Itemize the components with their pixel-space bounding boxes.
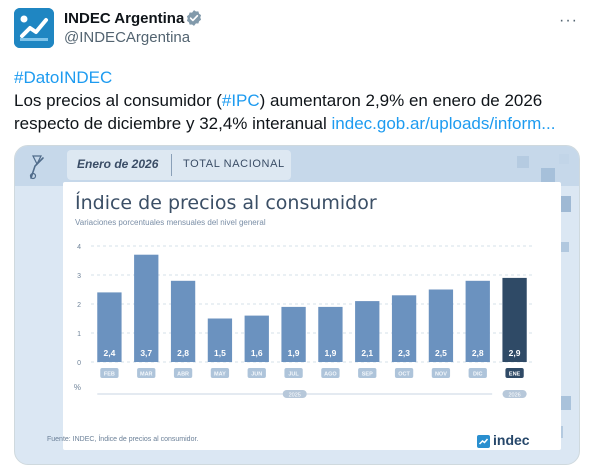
category-pill	[394, 368, 414, 378]
category-pill	[468, 368, 487, 378]
category-pill	[100, 368, 119, 378]
bar-value-label: 2,5	[435, 348, 447, 358]
bar-value-label: 2,8	[177, 348, 189, 358]
brand-name: indec	[493, 432, 530, 448]
category-label: SEP	[362, 372, 373, 378]
hashtag-datoindec[interactable]: #DatoINDEC	[14, 68, 113, 87]
month-label: Enero de 2026	[77, 157, 159, 171]
avatar[interactable]	[14, 8, 54, 48]
bar-chart: 0 1 2 3 4 2,4 FEB 3,7 MAR 2,8 ABR 1,5 MAY 1,6 JUN 1,9 JU…	[74, 244, 533, 399]
bar-value-label: 2,4	[104, 348, 116, 358]
bar-value-label: 2,9	[509, 348, 521, 358]
category-pill	[210, 368, 230, 378]
bar	[502, 277, 527, 362]
pencil-icon	[29, 155, 44, 180]
tweet-text-part: ) aumentaron 2,9% en enero de 2026	[259, 91, 543, 110]
category-pill	[505, 368, 524, 378]
y-tick-label: 1	[77, 331, 81, 338]
year-pill	[282, 390, 307, 398]
more-options-icon[interactable]: ···	[559, 12, 578, 29]
header-pill	[67, 150, 291, 180]
y-tick-label: 4	[77, 244, 81, 251]
chart-subtitle: Variaciones porcentuales mensuales del n…	[75, 218, 266, 227]
bar	[170, 280, 196, 362]
year-label: 2026	[508, 393, 520, 399]
hashtag-ipc[interactable]: #IPC	[221, 91, 260, 110]
category-label: AGO	[324, 372, 337, 378]
category-label: JUL	[288, 372, 299, 378]
category-pill	[247, 368, 266, 378]
chart-card: Índice de precios al consumidor Variacio…	[63, 182, 561, 450]
verified-badge-icon	[186, 10, 202, 26]
bar	[97, 292, 122, 362]
indec-brand: indec	[477, 432, 557, 452]
category-label: OCT	[398, 372, 410, 378]
bar-value-label: 2,3	[398, 348, 410, 358]
bar	[134, 254, 159, 362]
bar-value-label: 1,9	[325, 348, 337, 358]
y-tick-label: 3	[77, 273, 81, 280]
category-label: ENE	[509, 372, 521, 378]
indec-logo-icon	[14, 8, 54, 48]
category-label: MAY	[214, 372, 226, 378]
y-tick-label: 0	[77, 360, 81, 367]
year-pill	[502, 390, 527, 398]
category-label: ABR	[177, 372, 189, 378]
author-name[interactable]: INDEC Argentina	[64, 10, 185, 27]
indec-brand-icon	[477, 435, 490, 448]
chart-title: Índice de precios al consumidor	[75, 192, 377, 214]
bar-value-label: 3,7	[140, 348, 152, 358]
tweet-text-part: Los precios al consumidor (	[14, 91, 222, 110]
tweet-link[interactable]: indec.gob.ar/uploads/inform...	[331, 114, 556, 133]
tweet-text-part: respecto de diciembre y 32,4% interanual	[14, 114, 332, 133]
category-pill	[284, 368, 303, 378]
category-pill	[358, 368, 377, 378]
bar	[465, 280, 490, 362]
bar-value-label: 1,6	[251, 348, 263, 358]
category-pill	[137, 368, 156, 378]
bar	[318, 306, 343, 362]
author-handle[interactable]: @INDECArgentina	[64, 29, 191, 46]
tweet-media-image[interactable]: Enero de 2026 TOTAL NACIONAL Índice de p…	[14, 145, 580, 465]
category-label: DIC	[473, 372, 483, 378]
bar	[428, 289, 454, 362]
pill-divider	[171, 154, 172, 176]
bar-value-label: 2,1	[361, 348, 373, 358]
category-label: NOV	[435, 372, 447, 378]
category-label: MAR	[140, 372, 153, 378]
year-label: 2025	[289, 393, 301, 399]
tweet-header: INDEC Argentina @INDECArgentina ···	[14, 8, 580, 48]
tweet-text: #DatoINDEC Los precios al consumidor (#I…	[14, 66, 584, 135]
y-axis-unit: %	[74, 383, 81, 392]
bar	[281, 306, 306, 362]
category-label: JUN	[251, 372, 262, 378]
y-tick-label: 2	[77, 302, 81, 309]
bar	[355, 301, 380, 362]
category-label: FEB	[104, 372, 115, 378]
bar	[207, 318, 233, 362]
bar-value-label: 2,8	[472, 348, 484, 358]
category-pill	[431, 368, 451, 378]
category-pill	[173, 368, 193, 378]
bar-value-label: 1,5	[214, 348, 226, 358]
category-pill	[321, 368, 340, 378]
section-label: TOTAL NACIONAL	[183, 158, 285, 170]
bar	[391, 295, 417, 362]
bar	[244, 315, 269, 362]
source-note: Fuente: INDEC, Índice de precios al cons…	[47, 436, 199, 443]
bar-value-label: 1,9	[288, 348, 300, 358]
